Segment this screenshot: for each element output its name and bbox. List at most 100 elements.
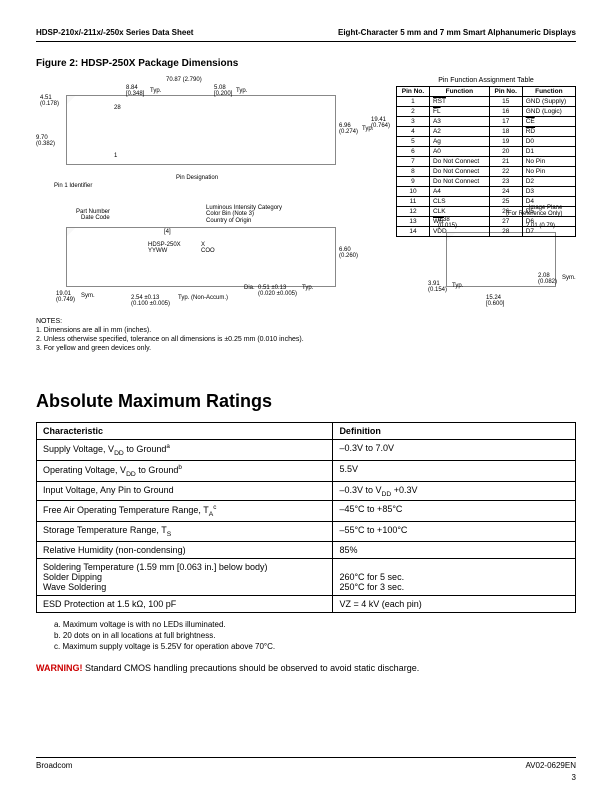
table-row: Storage Temperature Range, TS–55°C to +1… bbox=[37, 522, 576, 542]
pin-cell: 19 bbox=[489, 137, 522, 147]
ratings-definition: –0.3V to VDD +0.3V bbox=[333, 481, 576, 501]
dim-4-51: 4.51 (0.178) bbox=[40, 95, 59, 108]
pin-cell: D2 bbox=[522, 177, 575, 187]
section-title: Absolute Maximum Ratings bbox=[36, 391, 576, 412]
ratings-definition: 260°C for 5 sec.250°C for 3 sec. bbox=[333, 558, 576, 595]
ratings-characteristic: ESD Protection at 1.5 kΩ, 100 pF bbox=[37, 595, 333, 612]
pin-cell: A3 bbox=[429, 117, 489, 127]
pin-cell: D3 bbox=[522, 187, 575, 197]
pin-cell: 1 bbox=[397, 97, 430, 107]
dim-2-08: 2.08 (0.082) bbox=[538, 273, 557, 286]
pin-cell: D6 bbox=[522, 217, 575, 227]
ratings-table: Characteristic Definition Supply Voltage… bbox=[36, 422, 576, 613]
dim-8-84: 8.84 [0.348] bbox=[126, 85, 144, 98]
pin-cell: D5 bbox=[522, 207, 575, 217]
pin-cell: 28 bbox=[489, 227, 522, 237]
ratings-header-definition: Definition bbox=[333, 423, 576, 440]
ratings-definition: –0.3V to 7.0V bbox=[333, 440, 576, 461]
dim-19-01: 19.01 (0.749) bbox=[56, 291, 75, 304]
dim-0-51-typ: Typ. bbox=[302, 285, 313, 291]
pin-1: 1 bbox=[114, 153, 117, 159]
dim-3-91: 3.91 (0.154) bbox=[428, 281, 447, 294]
hdsp-text: HDSP-250X YYWW bbox=[148, 242, 181, 255]
pin-function-table: Pin No.FunctionPin No.Function 1RST15GND… bbox=[396, 86, 576, 237]
pin-cell: D1 bbox=[522, 147, 575, 157]
dim-2-08-sym: Sym. bbox=[562, 275, 576, 281]
ratings-footnotes: a. Maximum voltage is with no LEDs illum… bbox=[54, 619, 576, 653]
pin-cell: 6 bbox=[397, 147, 430, 157]
pin-cell: 21 bbox=[489, 157, 522, 167]
pin-cell: 5 bbox=[397, 137, 430, 147]
dim-2-54: 2.54 ±0.13 (0.100 ±0.005) bbox=[131, 295, 170, 308]
dim-6-60: 6.60 (0.260) bbox=[339, 247, 358, 260]
pin-cell: A4 bbox=[429, 187, 489, 197]
part-number-label: Part Number Date Code bbox=[76, 209, 110, 222]
warning-label: WARNING! bbox=[36, 663, 83, 673]
pin-cell: 23 bbox=[489, 177, 522, 187]
pin-28: 28 bbox=[114, 105, 121, 111]
pin-cell: Do Not Connect bbox=[429, 177, 489, 187]
ratings-definition: 85% bbox=[333, 541, 576, 558]
pin-cell: CLS bbox=[429, 197, 489, 207]
dim-2-54-typ: Typ. (Non-Accum.) bbox=[178, 295, 228, 301]
table-row: ESD Protection at 1.5 kΩ, 100 pFVZ = 4 k… bbox=[37, 595, 576, 612]
table-row: Soldering Temperature (1.59 mm [0.063 in… bbox=[37, 558, 576, 595]
header-right: Eight-Character 5 mm and 7 mm Smart Alph… bbox=[338, 28, 576, 37]
pin-cell: WR bbox=[429, 217, 489, 227]
dia-label: Dia. bbox=[244, 285, 255, 291]
pin-cell: 12 bbox=[397, 207, 430, 217]
pin-cell: VDD bbox=[429, 227, 489, 237]
package-side-view bbox=[66, 227, 336, 287]
figure-notes: NOTES: 1. Dimensions are all in mm (inch… bbox=[36, 317, 304, 353]
pin-cell: 15 bbox=[489, 97, 522, 107]
warning-text: Standard CMOS handling precautions shoul… bbox=[83, 663, 420, 673]
pin-cell: 11 bbox=[397, 197, 430, 207]
pin-cell: No Pin bbox=[522, 157, 575, 167]
table-row: Free Air Operating Temperature Range, TA… bbox=[37, 501, 576, 522]
ratings-characteristic: Storage Temperature Range, TS bbox=[37, 522, 333, 542]
dim-5-08-typ: Typ. bbox=[236, 88, 247, 94]
table-row: Input Voltage, Any Pin to Ground–0.3V to… bbox=[37, 481, 576, 501]
pin-cell: RD bbox=[522, 127, 575, 137]
pin-cell: 26 bbox=[489, 207, 522, 217]
ratings-header-characteristic: Characteristic bbox=[37, 423, 333, 440]
table-row: 11CLS25D4 bbox=[397, 197, 576, 207]
footer-page-number: 3 bbox=[572, 773, 576, 782]
dim-15-24: 15.24 [0.600] bbox=[486, 295, 504, 308]
pin-cell: 2 bbox=[397, 107, 430, 117]
dim-overall-width: 70.87 (2.790) bbox=[166, 77, 202, 83]
page-footer: Broadcom AV02-0629EN bbox=[36, 757, 576, 770]
pin-function-caption: Pin Function Assignment Table bbox=[396, 77, 576, 84]
table-row: 12CLK26D5 bbox=[397, 207, 576, 217]
table-row: 7Do Not Connect21No Pin bbox=[397, 157, 576, 167]
pin-cell: 18 bbox=[489, 127, 522, 137]
note-1: 1. Dimensions are all in mm (inches). bbox=[36, 326, 304, 335]
bracket-4: [4] bbox=[164, 229, 171, 235]
pin-cell: 20 bbox=[489, 147, 522, 157]
pin-cell: 13 bbox=[397, 217, 430, 227]
dim-19-41: 19.41 (0.764) bbox=[371, 117, 390, 130]
header-left: HDSP-210x/-211x/-250x Series Data Sheet bbox=[36, 28, 193, 37]
pin-cell: CE bbox=[522, 117, 575, 127]
pin-cell: Ag bbox=[429, 137, 489, 147]
ratings-characteristic: Soldering Temperature (1.59 mm [0.063 in… bbox=[37, 558, 333, 595]
pin-cell: 16 bbox=[489, 107, 522, 117]
ratings-definition: –55°C to +100°C bbox=[333, 522, 576, 542]
note-3: 3. For yellow and green devices only. bbox=[36, 344, 304, 353]
ratings-characteristic: Operating Voltage, VDD to Groundb bbox=[37, 460, 333, 481]
pin-cell: 17 bbox=[489, 117, 522, 127]
ratings-definition: –45°C to +85°C bbox=[333, 501, 576, 522]
package-top-view bbox=[66, 95, 336, 165]
pin-cell: 8 bbox=[397, 167, 430, 177]
ratings-definition: VZ = 4 kV (each pin) bbox=[333, 595, 576, 612]
table-row: 9Do Not Connect23D2 bbox=[397, 177, 576, 187]
footnote-a: a. Maximum voltage is with no LEDs illum… bbox=[54, 619, 576, 630]
pin-cell: 22 bbox=[489, 167, 522, 177]
pin-cell: No Pin bbox=[522, 167, 575, 177]
pin-cell: 9 bbox=[397, 177, 430, 187]
table-row: 10A424D3 bbox=[397, 187, 576, 197]
dim-9-70: 9.70 (0.382) bbox=[36, 135, 55, 148]
pin-designation: Pin Designation bbox=[176, 175, 218, 181]
pin-cell: FL bbox=[429, 107, 489, 117]
dim-5-08: 5.08 [0.200] bbox=[214, 85, 232, 98]
